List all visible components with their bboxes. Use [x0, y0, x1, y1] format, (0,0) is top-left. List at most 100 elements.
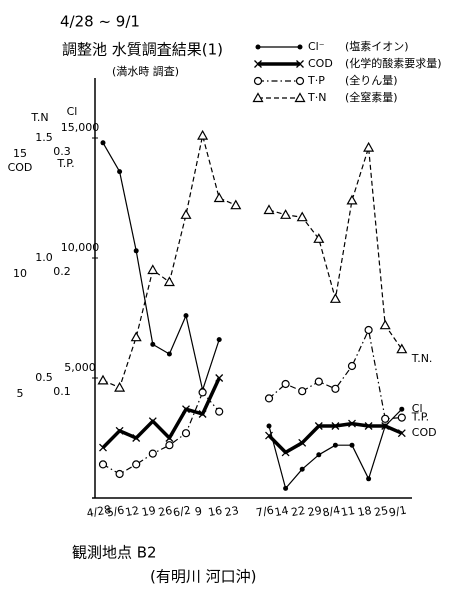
data-point [215, 407, 224, 416]
legend-marker [254, 60, 262, 68]
x-tick-label: 9 [194, 504, 203, 518]
data-point [97, 374, 109, 385]
data-point [197, 129, 209, 140]
data-point [281, 379, 290, 389]
data-point [183, 313, 189, 319]
data-point [115, 469, 124, 479]
x-tick-label: 7/6 [255, 504, 275, 520]
series-line [102, 135, 403, 389]
data-point [198, 410, 207, 418]
x-tick-label: 4/28 [86, 503, 113, 520]
data-point [283, 485, 289, 491]
data-point [316, 452, 322, 458]
data-point [181, 429, 191, 438]
data-point [166, 351, 172, 357]
y-tick-label: 15 [13, 147, 27, 160]
series-line [102, 142, 403, 489]
data-point [130, 331, 142, 342]
data-point [281, 448, 290, 457]
x-tick-label: 25 [373, 504, 389, 519]
x-tick-label: 8/4 [321, 504, 341, 520]
data-point [296, 211, 308, 222]
data-point [265, 431, 273, 440]
data-point [213, 192, 225, 203]
data-point [397, 413, 406, 422]
data-point [148, 449, 157, 458]
data-point [263, 204, 275, 215]
x-tick-label: 12 [124, 504, 140, 519]
data-point [264, 394, 274, 403]
data-point [332, 442, 338, 448]
x-tick-label: 19 [141, 504, 157, 519]
x-tick-label: 26 [157, 504, 173, 519]
y-tick-label: 0.1 [53, 385, 71, 398]
legend-marker [297, 44, 303, 50]
chart-title: 調整池 水質調査結果(1) [62, 41, 223, 59]
data-point [331, 384, 340, 393]
legend-label: COD [308, 57, 333, 70]
station-note: (有明川 河口沖) [150, 568, 256, 586]
y-tick-label: 10 [13, 267, 27, 280]
y-tick-label: 5 [17, 387, 24, 400]
y-tick-label: 1.5 [35, 131, 53, 144]
data-point [280, 209, 292, 219]
data-point [399, 406, 405, 412]
data-point [363, 141, 375, 152]
data-point [314, 422, 323, 430]
data-point [148, 417, 157, 426]
legend-description: (全りん量) [345, 73, 398, 87]
legend-label: T·N [307, 91, 326, 104]
y-tick-label: 0.3 [53, 145, 71, 158]
data-point [364, 325, 373, 335]
date-range: 4/28 ~ 9/1 [60, 13, 140, 31]
x-tick-label: 11 [340, 504, 356, 519]
x-tick-label: 14 [273, 504, 289, 519]
axis-name: T.N [30, 111, 48, 124]
data-point [329, 293, 341, 303]
data-point [215, 374, 224, 382]
data-point [381, 422, 390, 430]
data-point [115, 426, 124, 435]
x-tick-label: 18 [356, 504, 372, 519]
x-tick-label: 5/6 [106, 504, 126, 520]
legend-marker [295, 76, 305, 86]
legend-description: (化学的酸素要求量) [345, 56, 442, 70]
data-point [266, 423, 272, 429]
series-line [101, 377, 403, 455]
data-point [366, 476, 372, 482]
data-point [182, 405, 190, 414]
axis-name: T.P. [56, 157, 74, 170]
x-tick-label: 22 [290, 504, 306, 519]
data-point [348, 419, 356, 428]
x-tick-label: 9/1 [388, 504, 408, 520]
series-end-label: COD [412, 426, 437, 439]
data-point [132, 434, 141, 442]
station-note: 観測地点 B2 [72, 544, 157, 562]
data-point [99, 443, 107, 452]
legend-marker [253, 76, 263, 86]
data-point [132, 460, 141, 469]
data-point [397, 429, 406, 438]
series-end-label: T.P. [411, 411, 429, 424]
data-point [98, 460, 108, 469]
legend-description: (塩素イオン) [345, 39, 409, 53]
data-point [165, 441, 174, 450]
y-tick-label: 0.2 [53, 265, 71, 278]
data-point [347, 361, 357, 371]
data-point [314, 377, 323, 386]
x-tick-label: 23 [224, 504, 240, 519]
legend-description: (全窒素量) [345, 90, 398, 104]
data-point [180, 209, 192, 219]
data-point [230, 199, 242, 210]
legend-label: T·P [307, 74, 325, 87]
data-point [298, 438, 307, 447]
data-point [381, 414, 390, 423]
legend-marker [296, 60, 304, 68]
x-tick-label: 29 [307, 504, 323, 519]
data-point [100, 140, 106, 146]
data-point [163, 276, 175, 287]
series-end-label: Cl [412, 402, 423, 415]
y-tick-label: 10,000 [61, 241, 100, 254]
data-point [313, 233, 325, 243]
y-tick-label: 1.0 [35, 251, 53, 264]
